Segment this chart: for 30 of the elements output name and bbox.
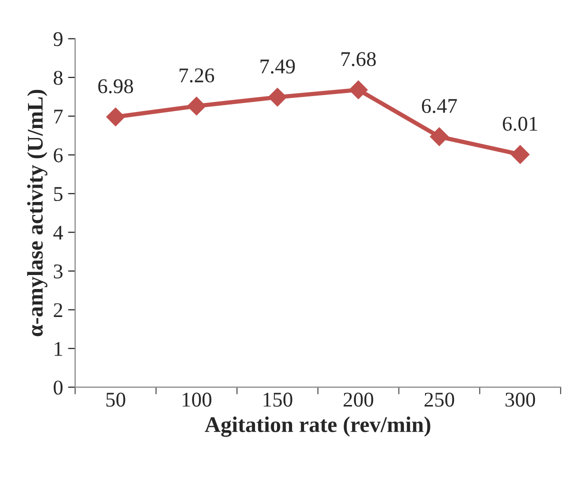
point	[510, 145, 530, 164]
x-tick-label: 150	[264, 392, 292, 407]
y-tick-label: 2	[54, 303, 62, 317]
point	[430, 127, 449, 146]
x-tick-label: 200	[344, 392, 374, 407]
data-label: 6.01	[502, 116, 538, 131]
point	[187, 96, 206, 116]
data-label: 6.47	[422, 99, 457, 114]
data-label: 7.26	[180, 68, 214, 83]
y-tick-label: 1	[54, 342, 62, 356]
x-tick-label: 100	[182, 392, 212, 407]
y-tick-label: 4	[53, 226, 64, 240]
y-tick-label: 0	[54, 380, 63, 395]
point	[268, 88, 287, 107]
x-tick-label: 300	[506, 392, 536, 407]
data-label: 6.98	[98, 79, 134, 94]
data-label: 7.68	[342, 52, 376, 66]
y-tick-label: 7	[54, 110, 63, 124]
y-tick-label: 6	[54, 148, 63, 162]
x-axis-title: Agitation rate (rev/min)	[204, 416, 430, 437]
x-tick-label: 250	[424, 392, 454, 407]
y-tick-label: 5	[54, 187, 63, 202]
y-axis-title: α-amylase activity (U/mL)	[27, 90, 48, 336]
y-tick-label: 3	[54, 264, 63, 278]
point	[349, 80, 368, 100]
y-tick-label: 9	[54, 32, 62, 46]
point	[106, 108, 125, 126]
x-tick-label: 50	[106, 392, 126, 407]
data-label: 7.49	[260, 60, 295, 74]
y-tick-label: 8	[54, 70, 63, 85]
